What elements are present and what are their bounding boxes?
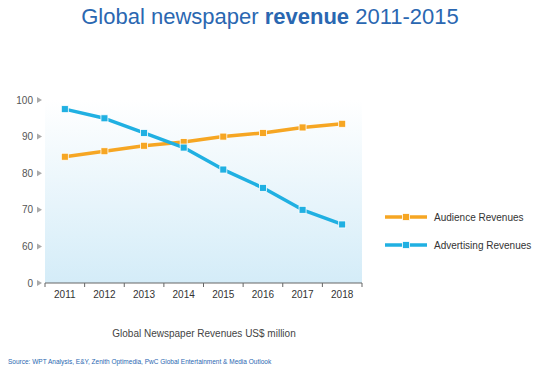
x-tick-label: 2016 <box>252 289 275 300</box>
series-group <box>61 106 345 228</box>
y-tick-label: 90 <box>22 131 34 142</box>
legend-marker <box>403 214 410 221</box>
series-marker <box>141 129 148 136</box>
title-part: Global newspaper <box>81 4 264 29</box>
series-line <box>65 124 342 157</box>
y-tick <box>37 134 42 140</box>
title-part: 2011-2015 <box>349 4 459 29</box>
series-line <box>65 109 342 224</box>
plot-background <box>45 100 362 283</box>
series-marker <box>339 120 346 127</box>
y-tick-label: 0 <box>27 278 33 289</box>
x-tick-label: 2013 <box>133 289 156 300</box>
x-axis-label: Global Newspaper Revenues US$ million <box>112 328 295 339</box>
x-tick-label: 2018 <box>331 289 354 300</box>
y-tick <box>37 97 42 103</box>
legend-label: Audience Revenues <box>434 212 524 223</box>
x-tick <box>124 283 125 287</box>
x-tick <box>322 283 323 287</box>
y-tick-label: 100 <box>16 95 33 106</box>
x-tick <box>45 283 46 287</box>
y-tick <box>37 170 42 176</box>
chart: Global newspaper revenue 2011-2015 0 60 70 8… <box>0 0 540 374</box>
x-tick <box>84 283 85 287</box>
y-tick <box>37 207 42 213</box>
x-tick <box>163 283 164 287</box>
y-tick <box>37 280 42 286</box>
series-marker <box>61 153 68 160</box>
x-tick <box>203 283 204 287</box>
y-tick-label: 80 <box>22 168 34 179</box>
x-tick-label: 2011 <box>54 289 76 300</box>
series-marker <box>180 144 187 151</box>
series-marker <box>61 106 68 113</box>
x-tick-label: 2015 <box>212 289 235 300</box>
x-tick <box>282 283 283 287</box>
x-tick-label: 2012 <box>93 289 116 300</box>
series-marker <box>299 206 306 213</box>
y-tick <box>37 243 42 249</box>
y-tick-label: 60 <box>22 241 34 252</box>
series-marker <box>339 221 346 228</box>
series-marker <box>299 124 306 131</box>
series-marker <box>101 148 108 155</box>
x-tick-label: 2017 <box>291 289 314 300</box>
legend-label: Advertising Revenues <box>434 240 531 251</box>
x-tick <box>362 283 363 287</box>
series-marker <box>259 129 266 136</box>
y-tick-label: 70 <box>22 204 34 215</box>
series-marker <box>141 142 148 149</box>
x-tick <box>243 283 244 287</box>
series-marker <box>101 115 108 122</box>
title: Global newspaper revenue 2011-2015 <box>81 4 459 29</box>
title-emphasis: revenue <box>265 4 349 29</box>
series-marker <box>220 133 227 140</box>
source: Source: WPT Analysis, E&Y, Zenith Optime… <box>8 358 272 366</box>
series-marker <box>220 166 227 173</box>
series-marker <box>259 184 266 191</box>
x-tick-label: 2014 <box>173 289 196 300</box>
legend-marker <box>403 242 410 249</box>
